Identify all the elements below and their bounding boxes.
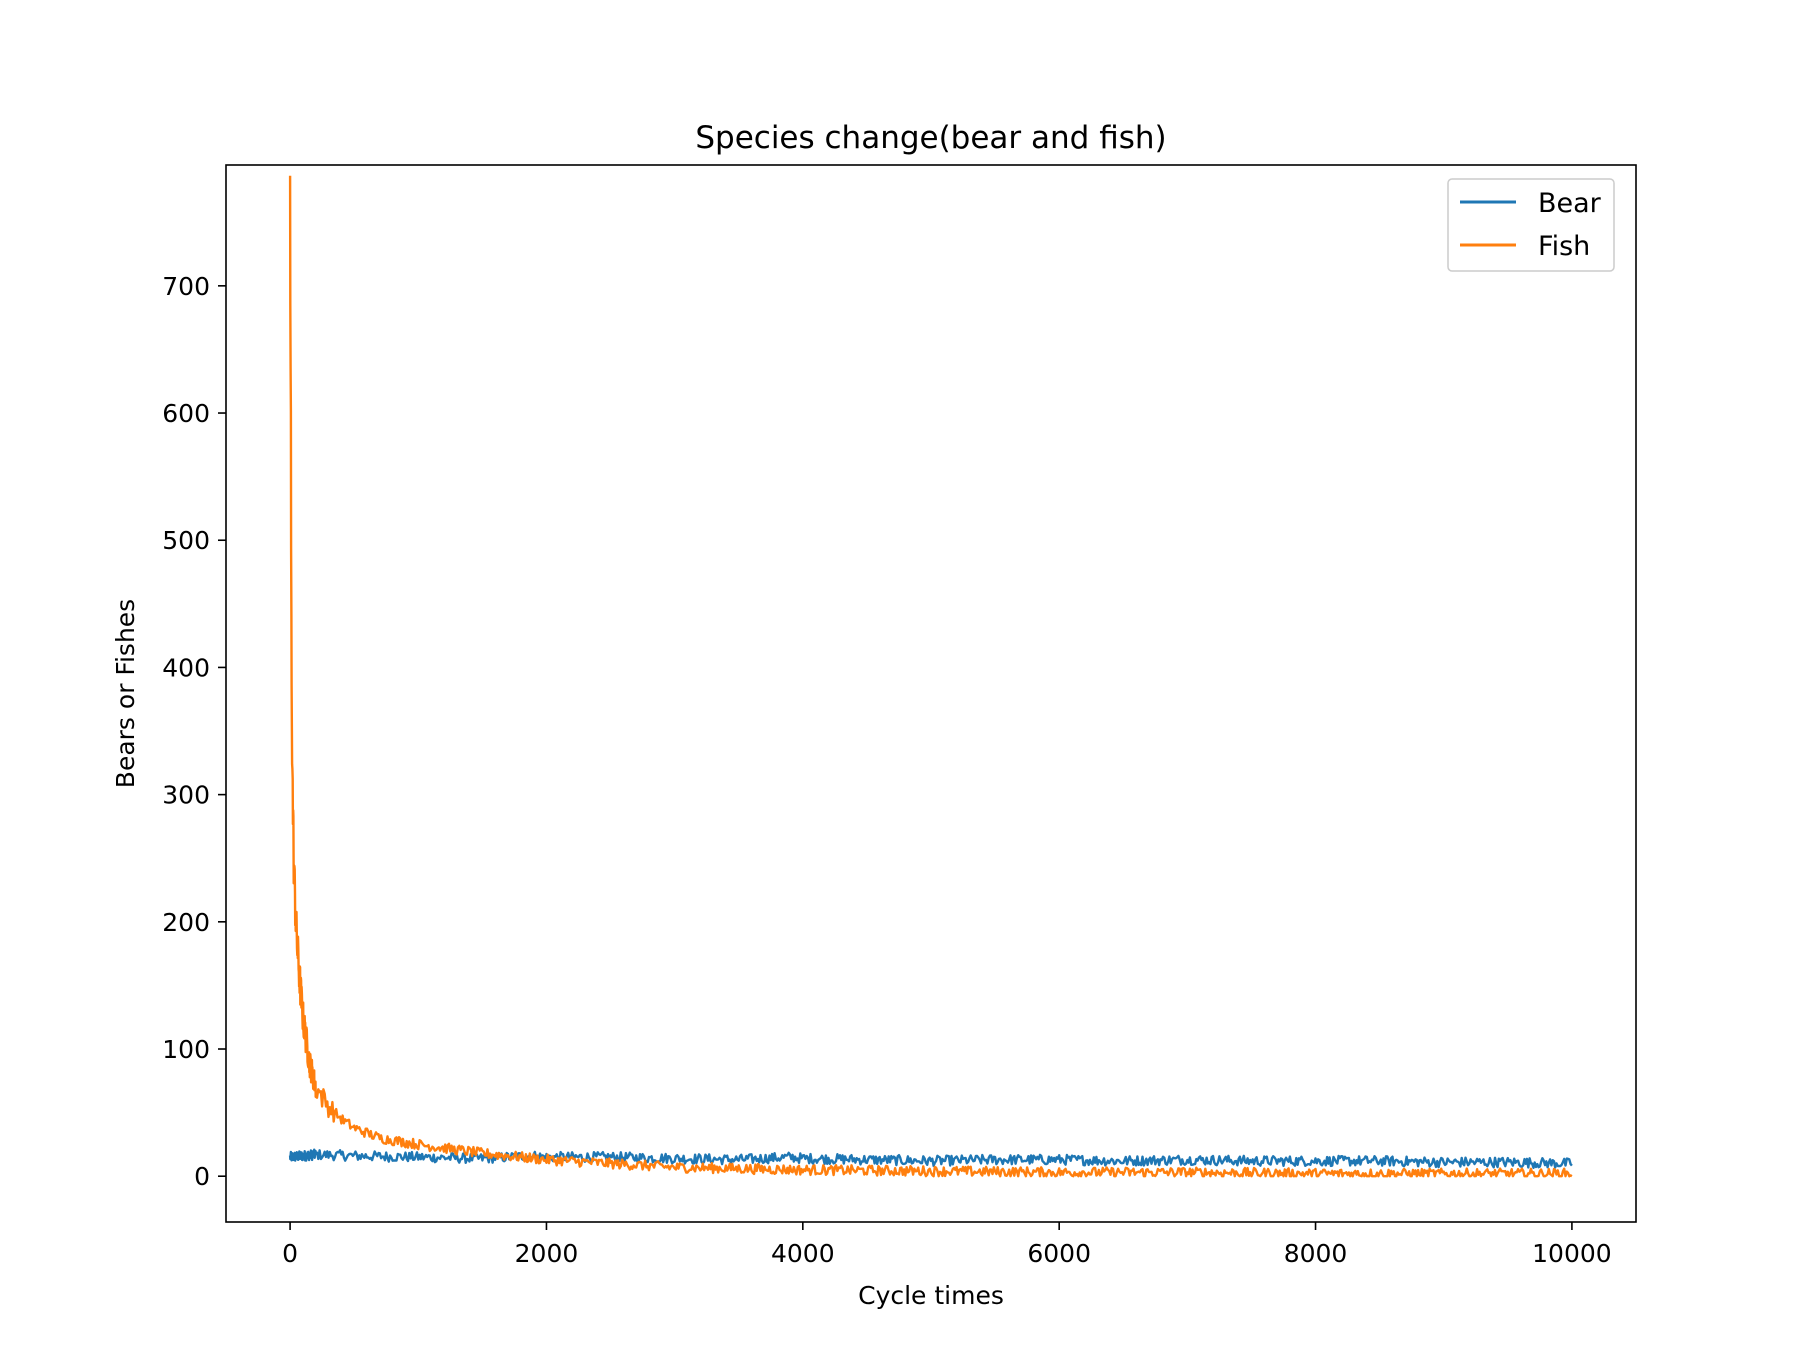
x-tick-label: 10000 — [1532, 1239, 1612, 1268]
y-tick-label: 500 — [162, 526, 210, 555]
x-tick-label: 4000 — [771, 1239, 835, 1268]
legend-label-bear: Bear — [1538, 188, 1602, 219]
y-tick-label: 100 — [162, 1035, 210, 1064]
plot-frame — [225, 164, 1637, 1223]
y-axis-label: Bears or Fishes — [111, 599, 140, 788]
series-line-fish — [288, 175, 1573, 1178]
y-axis: 0 100 200 300 400 500 600 700 — [162, 272, 226, 1191]
chart-title: Species change(bear and fish) — [695, 120, 1166, 156]
x-tick-label: 6000 — [1027, 1239, 1091, 1268]
legend-label-fish: Fish — [1538, 231, 1590, 262]
plot-area — [226, 165, 1636, 1222]
y-tick-label: 300 — [162, 781, 210, 810]
series-layer — [288, 175, 1573, 1178]
legend: Bear Fish — [1447, 178, 1615, 272]
series-line-bear — [288, 1148, 1573, 1169]
x-axis-label: Cycle times — [858, 1281, 1004, 1310]
y-tick-label: 200 — [162, 908, 210, 937]
x-axis: 0 2000 4000 6000 8000 10000 — [282, 1222, 1612, 1268]
y-tick-label: 600 — [162, 399, 210, 428]
x-tick-label: 8000 — [1284, 1239, 1348, 1268]
y-tick-label: 0 — [194, 1162, 210, 1191]
y-tick-label: 700 — [162, 272, 210, 301]
y-tick-label: 400 — [162, 653, 210, 682]
x-tick-label: 2000 — [515, 1239, 579, 1268]
x-tick-label: 0 — [282, 1239, 298, 1268]
